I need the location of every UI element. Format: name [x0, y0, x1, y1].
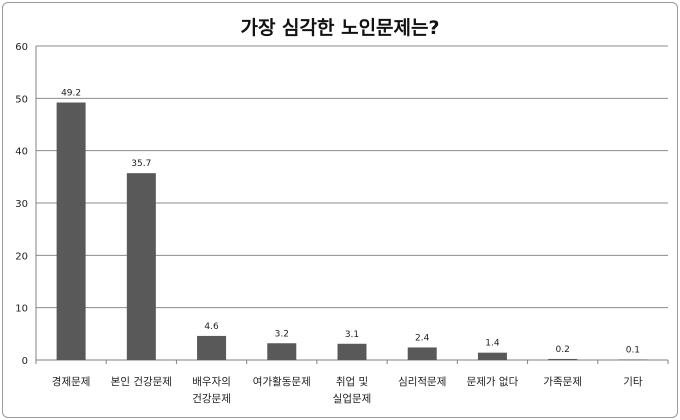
y-tick-label: 50: [15, 94, 28, 105]
value-label: 3.2: [275, 329, 289, 339]
y-tick-label: 0: [22, 356, 28, 367]
axes: 0 10 20 30 40 50 60: [15, 42, 669, 367]
value-label: 49.2: [61, 89, 81, 99]
value-label: 1.4: [485, 339, 500, 349]
bar: [126, 173, 156, 360]
bar: [548, 358, 578, 360]
y-tick-label: 20: [15, 251, 28, 262]
bar: [267, 343, 297, 360]
x-category-label: 여가활동문제: [253, 375, 311, 388]
x-category-label: 취업 및: [336, 375, 368, 388]
y-tick-label: 40: [15, 147, 28, 158]
y-tick-label: 10: [15, 304, 28, 315]
value-label: 0.1: [626, 345, 640, 355]
bar: [197, 335, 227, 360]
x-category-label: 배우자의: [192, 376, 231, 388]
bar: [337, 343, 367, 360]
x-category-label: 건강문제: [192, 393, 231, 405]
value-label: 0.2: [556, 345, 570, 355]
x-category-label: 실업문제: [333, 392, 372, 405]
value-label: 35.7: [131, 159, 151, 169]
x-category-label: 문제가 없다: [467, 375, 519, 388]
bar: [477, 352, 507, 360]
x-category-label: 가족문제: [543, 376, 582, 388]
x-category-label: 심리적문제: [398, 376, 446, 388]
y-tick-label: 30: [15, 199, 28, 210]
value-label: 3.1: [345, 330, 359, 340]
chart-title: 가장 심각한 노인문제는?: [240, 17, 440, 39]
bar: [407, 347, 437, 360]
value-label: 2.4: [415, 333, 430, 343]
x-category-label: 본인 건강문제: [111, 376, 172, 388]
x-category-label: 기타: [623, 376, 643, 388]
value-label: 4.6: [204, 322, 219, 332]
bar: [618, 359, 648, 361]
bars: [56, 102, 648, 361]
y-tick-label: 60: [15, 42, 28, 53]
x-category-label: 경제문제: [52, 375, 91, 388]
bar: [56, 102, 86, 361]
